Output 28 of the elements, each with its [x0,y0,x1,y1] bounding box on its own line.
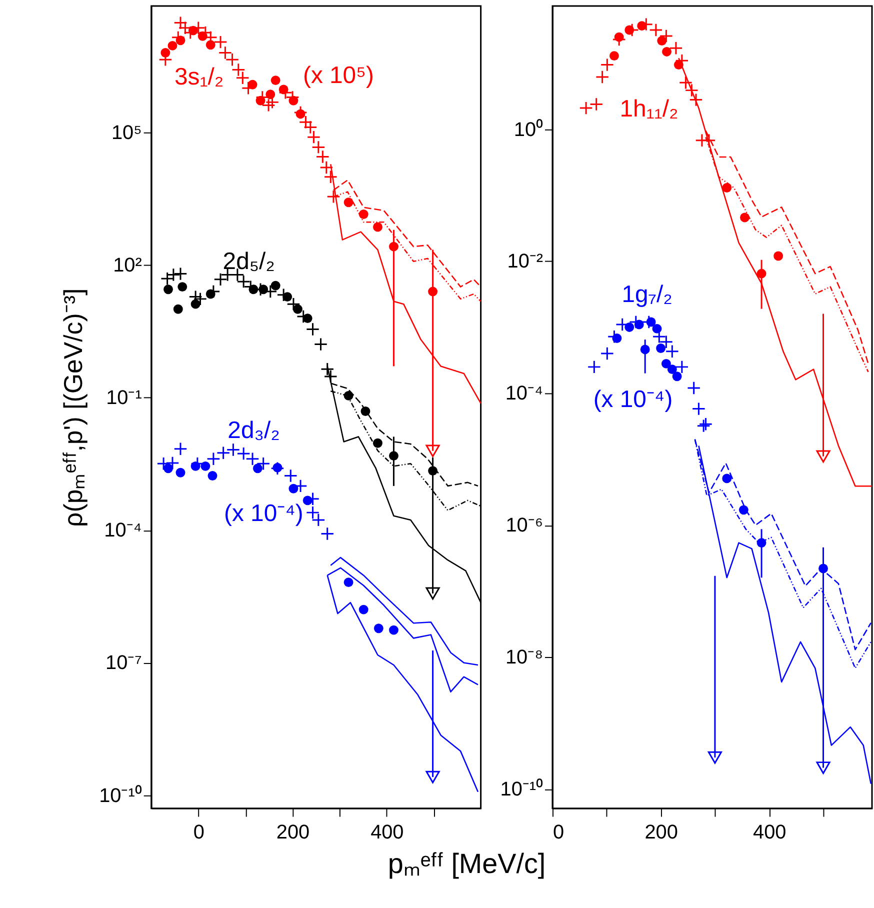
x-tick-label: 200 [644,822,678,844]
annotation: 1g₇/₂ [622,280,672,308]
annotation: 1h₁₁/₂ [620,95,678,122]
y-tick-label: 10⁻⁴ [104,520,142,542]
y-tick-label: 10² [113,254,142,276]
y-tick-label: 10⁻⁴ [505,382,544,405]
y-tick-label: 10⁻⁶ [506,514,544,537]
x-tick-label: 200 [276,822,310,844]
x-tick-label: 400 [370,822,404,844]
annotation: 2d₅/₂ [222,248,275,275]
y-tick-label: 10⁻⁷ [106,652,142,674]
x-axis-title: pₘᵉᶠᶠ [MeV/c] [388,848,546,879]
annotation: 3s₁/₂ [174,63,224,90]
x-tick-label: 400 [753,822,786,844]
y-tick-label: 10⁻¹⁰ [500,778,544,800]
y-tick-label: 10⁻¹⁰ [99,784,142,807]
annotation: (x 10⁻⁴) [224,500,304,527]
x-tick-label: 0 [552,822,564,844]
annotation: (x 10⁻⁴) [593,386,673,413]
y-tick-label: 10⁻¹ [106,387,142,410]
y-tick-label: 10⁵ [111,122,142,144]
annotation: 2d₃/₂ [228,417,280,444]
y-tick-label: 10⁻⁸ [505,646,544,669]
y-axis-title: ρ(pₘᵉᶠᶠ,p') [(GeV/c)⁻³] [60,288,88,527]
annotation: (x 10⁵) [302,62,374,89]
x-tick-label: 0 [193,822,204,844]
y-tick-label: 10⁰ [514,118,544,141]
y-tick-label: 10⁻² [507,250,544,273]
